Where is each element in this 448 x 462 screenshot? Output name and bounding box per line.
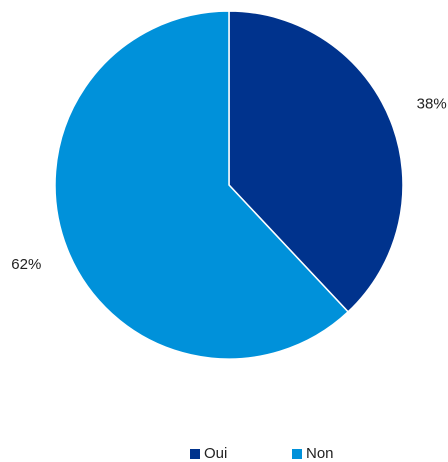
legend-swatch (292, 449, 302, 459)
data-label: 38% (417, 96, 447, 113)
legend-label: Oui (204, 445, 227, 462)
data-label: 62% (11, 256, 41, 273)
pie-slice (228, 10, 404, 313)
pie-slice (54, 10, 350, 360)
legend-swatch (190, 449, 200, 459)
legend-label: Non (306, 445, 334, 462)
